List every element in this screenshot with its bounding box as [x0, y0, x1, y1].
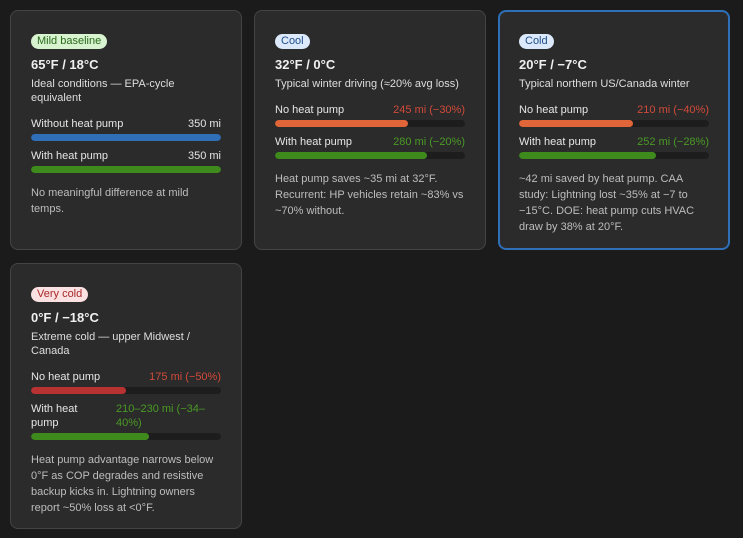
range-bar-track — [31, 387, 221, 394]
condition-description: Typical winter driving (≈20% avg loss) — [275, 78, 459, 90]
card-note: No meaningful difference at mild temps. — [31, 187, 189, 215]
range-bar-track — [275, 120, 465, 127]
status-badge: Cold — [519, 34, 554, 49]
row-label: With heat pump — [275, 136, 353, 148]
range-bar-fill — [519, 152, 656, 159]
temperature-title: 0°F / −18°C — [31, 310, 99, 325]
range-bar-track — [275, 152, 465, 159]
card-very-cold[interactable]: Very cold 0°F / −18°C Extreme cold — upp… — [10, 263, 242, 529]
row-value: 175 mi (−50%) — [149, 371, 221, 383]
temperature-title: 65°F / 18°C — [31, 57, 99, 72]
range-row-no-heat-pump: No heat pump 210 mi (−40%) — [519, 103, 709, 127]
range-row-without-heat-pump: Without heat pump 350 mi — [31, 117, 221, 141]
range-bar-fill — [519, 120, 633, 127]
row-label: With heat pump — [31, 403, 78, 429]
status-badge: Very cold — [31, 287, 89, 302]
range-bar-track — [31, 433, 221, 440]
temperature-title: 32°F / 0°C — [275, 57, 336, 72]
status-badge: Cool — [275, 34, 310, 49]
row-label: No heat pump — [519, 104, 589, 116]
row-label: No heat pump — [275, 104, 345, 116]
card-cold[interactable]: Cold 20°F / −7°C Typical northern US/Can… — [498, 10, 730, 250]
temperature-title: 20°F / −7°C — [519, 57, 587, 72]
row-value: 210–230 mi (−34–40%) — [116, 403, 205, 429]
condition-description: Typical northern US/Canada winter — [519, 78, 690, 90]
range-row-with-heat-pump: With heat pump 280 mi (−20%) — [275, 135, 465, 159]
card-note: ~42 mi saved by heat pump. CAA study: Li… — [519, 173, 695, 233]
row-value: 350 mi — [187, 118, 221, 130]
condition-description: Ideal conditions — EPA-cycle equivalent — [31, 78, 175, 104]
row-label: With heat pump — [31, 150, 109, 162]
row-label: With heat pump — [519, 136, 597, 148]
range-row-with-heat-pump: With heat pump 252 mi (−28%) — [519, 135, 709, 159]
range-bar-fill — [31, 433, 149, 440]
range-row-with-heat-pump: With heat pump 210–230 mi (−34–40%) — [31, 402, 221, 440]
range-bar-fill — [31, 134, 221, 141]
status-badge: Mild baseline — [31, 34, 108, 49]
row-label: Without heat pump — [31, 118, 124, 130]
range-bar-track — [31, 166, 221, 173]
row-value: 245 mi (−30%) — [393, 104, 465, 116]
card-mild-baseline[interactable]: Mild baseline 65°F / 18°C Ideal conditio… — [10, 10, 242, 250]
row-label: No heat pump — [31, 371, 101, 383]
row-value: 210 mi (−40%) — [637, 104, 709, 116]
range-row-with-heat-pump: With heat pump 350 mi — [31, 149, 221, 173]
row-value: 280 mi (−20%) — [393, 136, 465, 148]
range-bar-fill — [275, 120, 408, 127]
range-bar-track — [31, 134, 221, 141]
range-row-no-heat-pump: No heat pump 175 mi (−50%) — [31, 370, 221, 394]
row-value: 350 mi — [187, 150, 221, 162]
range-bar-fill — [31, 166, 221, 173]
range-row-no-heat-pump: No heat pump 245 mi (−30%) — [275, 103, 465, 127]
condition-description: Extreme cold — upper Midwest / Canada — [31, 331, 190, 357]
range-bar-fill — [31, 387, 126, 394]
card-cool[interactable]: Cool 32°F / 0°C Typical winter driving (… — [254, 10, 486, 250]
card-note: Heat pump advantage narrows below 0°F as… — [31, 454, 214, 514]
row-value: 252 mi (−28%) — [637, 136, 709, 148]
range-bar-fill — [275, 152, 427, 159]
range-bar-track — [519, 120, 709, 127]
range-bar-track — [519, 152, 709, 159]
card-note: Heat pump saves ~35 mi at 32°F. Recurren… — [275, 173, 464, 217]
